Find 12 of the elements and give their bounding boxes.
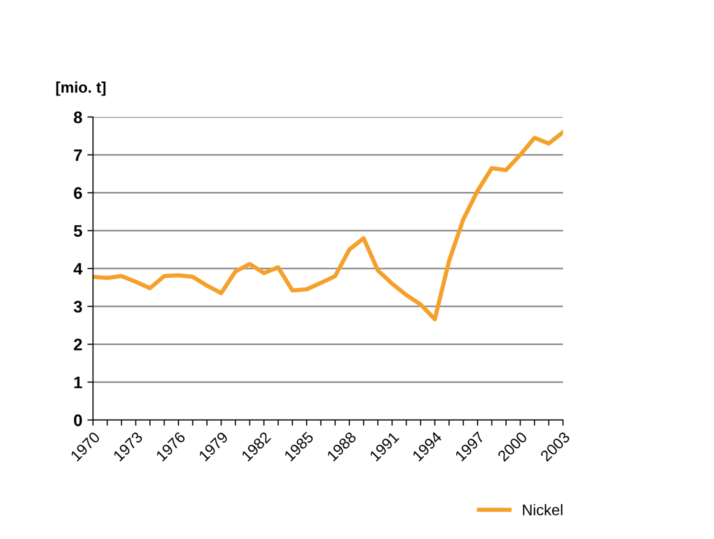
y-tick-label: 3 [74,300,82,313]
legend-label: Nickel [523,504,562,516]
y-axis-title: [mio. t] [56,82,106,96]
y-tick-label: 0 [74,414,82,426]
y-tick-label: 1 [74,376,82,388]
y-tick-label: 7 [74,149,82,161]
y-tick-label: 8 [74,111,82,124]
y-tick-label: 6 [74,187,82,199]
y-tick-label: 4 [74,263,82,275]
y-tick-label: 5 [74,225,82,237]
line-series [93,130,563,322]
y-tick-label: 2 [74,338,82,350]
